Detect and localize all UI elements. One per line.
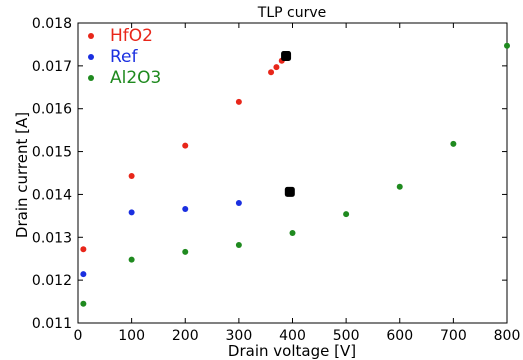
legend-marker-al2o3 bbox=[88, 75, 94, 81]
data-point-hfo2 bbox=[235, 98, 242, 105]
x-tick-label: 200 bbox=[172, 328, 199, 344]
data-point-ref bbox=[235, 200, 242, 206]
data-point-hfo2 bbox=[128, 173, 135, 179]
data-point-al2o3 bbox=[128, 256, 135, 263]
y-axis-title: Drain current [A] bbox=[13, 112, 31, 238]
x-tick-label: 500 bbox=[333, 328, 360, 344]
x-tick-label: 800 bbox=[494, 328, 521, 344]
data-point-hfo2 bbox=[182, 142, 189, 149]
x-tick-label: 700 bbox=[440, 328, 467, 344]
x-axis-title: Drain voltage [V] bbox=[228, 342, 356, 360]
chart-title: TLP curve bbox=[257, 5, 326, 21]
y-tick-label: 0.017 bbox=[32, 59, 72, 75]
data-point-hfo2 bbox=[80, 246, 87, 253]
data-point-ref bbox=[182, 206, 189, 212]
data-point-hfo2 bbox=[268, 69, 275, 76]
legend-label-al2o3: Al2O3 bbox=[110, 68, 161, 88]
legend-label-hfo2: HfO2 bbox=[110, 26, 153, 46]
y-tick-label: 0.011 bbox=[32, 316, 72, 332]
x-tick-label: 0 bbox=[74, 328, 83, 344]
data-point-al2o3 bbox=[182, 248, 189, 255]
y-tick-label: 0.012 bbox=[32, 273, 72, 289]
x-tick-label: 600 bbox=[386, 328, 413, 344]
data-point-al2o3 bbox=[235, 242, 242, 248]
legend-label-ref: Ref bbox=[110, 47, 139, 67]
y-tick-label: 0.015 bbox=[32, 145, 72, 161]
x-tick-label: 100 bbox=[118, 328, 145, 344]
data-point-al2o3 bbox=[450, 140, 457, 147]
data-point-al2o3 bbox=[396, 183, 403, 190]
y-tick-label: 0.014 bbox=[32, 187, 72, 203]
data-point-ref bbox=[80, 271, 87, 278]
x-tick-label: 400 bbox=[279, 328, 306, 344]
data-point-al2o3 bbox=[289, 230, 296, 236]
data-point-hfo2 bbox=[273, 64, 280, 71]
y-tick-label: 0.018 bbox=[32, 16, 72, 32]
y-tick-label: 0.016 bbox=[32, 102, 72, 118]
highlight-marker bbox=[284, 186, 295, 197]
x-tick-label: 300 bbox=[226, 328, 253, 344]
data-point-al2o3 bbox=[343, 211, 350, 218]
data-point-al2o3 bbox=[504, 42, 510, 49]
data-point-al2o3 bbox=[80, 300, 87, 307]
legend-marker-hfo2 bbox=[88, 33, 94, 39]
y-tick-label: 0.013 bbox=[32, 230, 72, 246]
highlight-marker bbox=[281, 51, 292, 61]
legend-marker-ref bbox=[88, 54, 94, 60]
data-point-ref bbox=[128, 209, 135, 216]
